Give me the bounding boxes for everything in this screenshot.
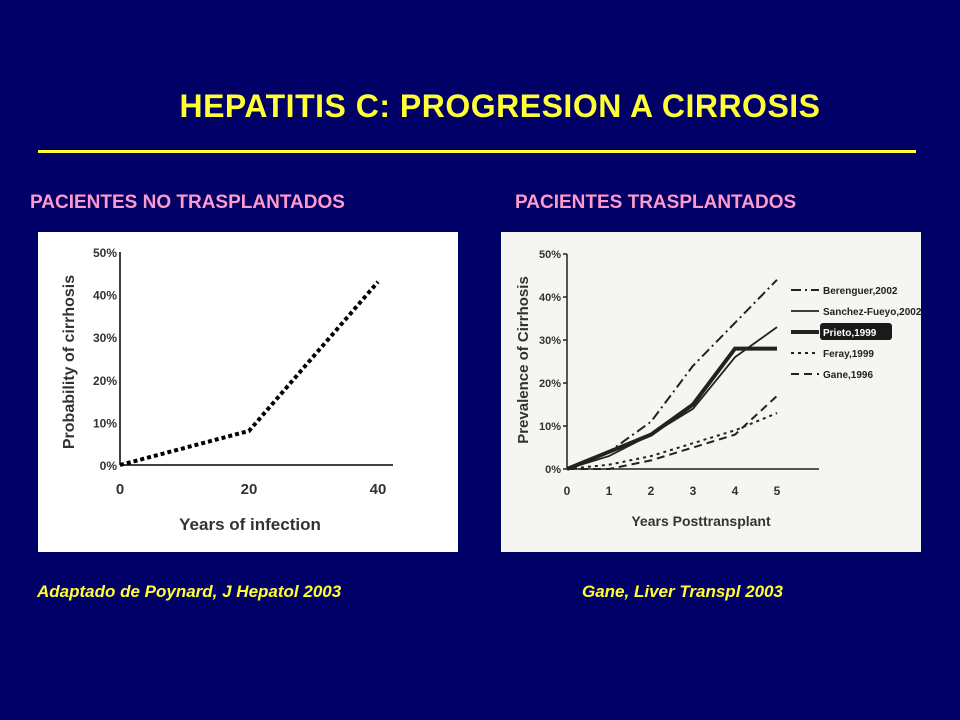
- x-tick-label: 3: [690, 484, 697, 498]
- y-axis-label: Prevalence of Cirrhosis: [515, 276, 532, 444]
- x-axis-label: Years Posttransplant: [631, 513, 771, 529]
- legend-label: Prieto,1999: [823, 328, 877, 339]
- legend-label: Sanchez-Fueyo,2002: [823, 307, 921, 318]
- series-line: [566, 412, 778, 470]
- left-citation: Adaptado de Poynard, J Hepatol 2003: [37, 582, 342, 601]
- x-tick-label: 40: [370, 481, 387, 498]
- x-tick-label: 0: [564, 484, 571, 498]
- y-tick-label: 40%: [539, 292, 561, 304]
- y-tick-label: 10%: [93, 416, 117, 430]
- x-tick-label: 2: [648, 484, 655, 498]
- x-tick-label: 5: [774, 484, 781, 498]
- y-tick-label: 50%: [539, 249, 561, 261]
- y-tick-label: 0%: [545, 464, 561, 476]
- cirrhosis-prevalence-chart: Prevalence of Cirrhosis Years Posttransp…: [515, 249, 921, 529]
- right-citation: Gane, Liver Transpl 2003: [582, 582, 783, 601]
- x-tick-label: 20: [241, 481, 258, 498]
- series-line: [566, 279, 778, 470]
- y-tick-label: 30%: [539, 335, 561, 347]
- page-title: HEPATITIS C: PROGRESION A CIRROSIS: [179, 88, 821, 124]
- y-tick-label: 40%: [93, 289, 117, 303]
- legend-label: Gane,1996: [823, 370, 873, 381]
- legend-highlight: [820, 323, 892, 340]
- chart-panel-transplanted: Prevalence of Cirrhosis Years Posttransp…: [501, 232, 921, 552]
- y-tick-label: 10%: [539, 421, 561, 433]
- series-line: [119, 280, 380, 467]
- y-axis-label: Probability of cirrhosis: [61, 275, 78, 449]
- right-panel-heading: PACIENTES TRASPLANTADOS: [515, 192, 797, 213]
- left-panel-heading: PACIENTES NO TRASPLANTADOS: [30, 192, 345, 213]
- y-tick-label: 50%: [93, 246, 117, 260]
- title-underline: [38, 150, 916, 153]
- x-tick-label: 0: [116, 481, 124, 498]
- y-tick-label: 0%: [100, 459, 118, 473]
- legend-label: Feray,1999: [823, 349, 874, 360]
- cirrhosis-probability-chart: Probability of cirrhosis Years of infect…: [61, 246, 393, 534]
- series-line: [566, 346, 777, 471]
- y-tick-label: 30%: [93, 331, 117, 345]
- series-line: [567, 395, 778, 470]
- x-tick-label: 1: [606, 484, 613, 498]
- x-tick-label: 4: [732, 484, 739, 498]
- y-tick-label: 20%: [539, 378, 561, 390]
- x-axis-label: Years of infection: [179, 515, 321, 534]
- y-tick-label: 20%: [93, 374, 117, 388]
- chart-panel-non-transplanted: Probability of cirrhosis Years of infect…: [38, 232, 458, 552]
- legend-label: Berenguer,2002: [823, 286, 898, 297]
